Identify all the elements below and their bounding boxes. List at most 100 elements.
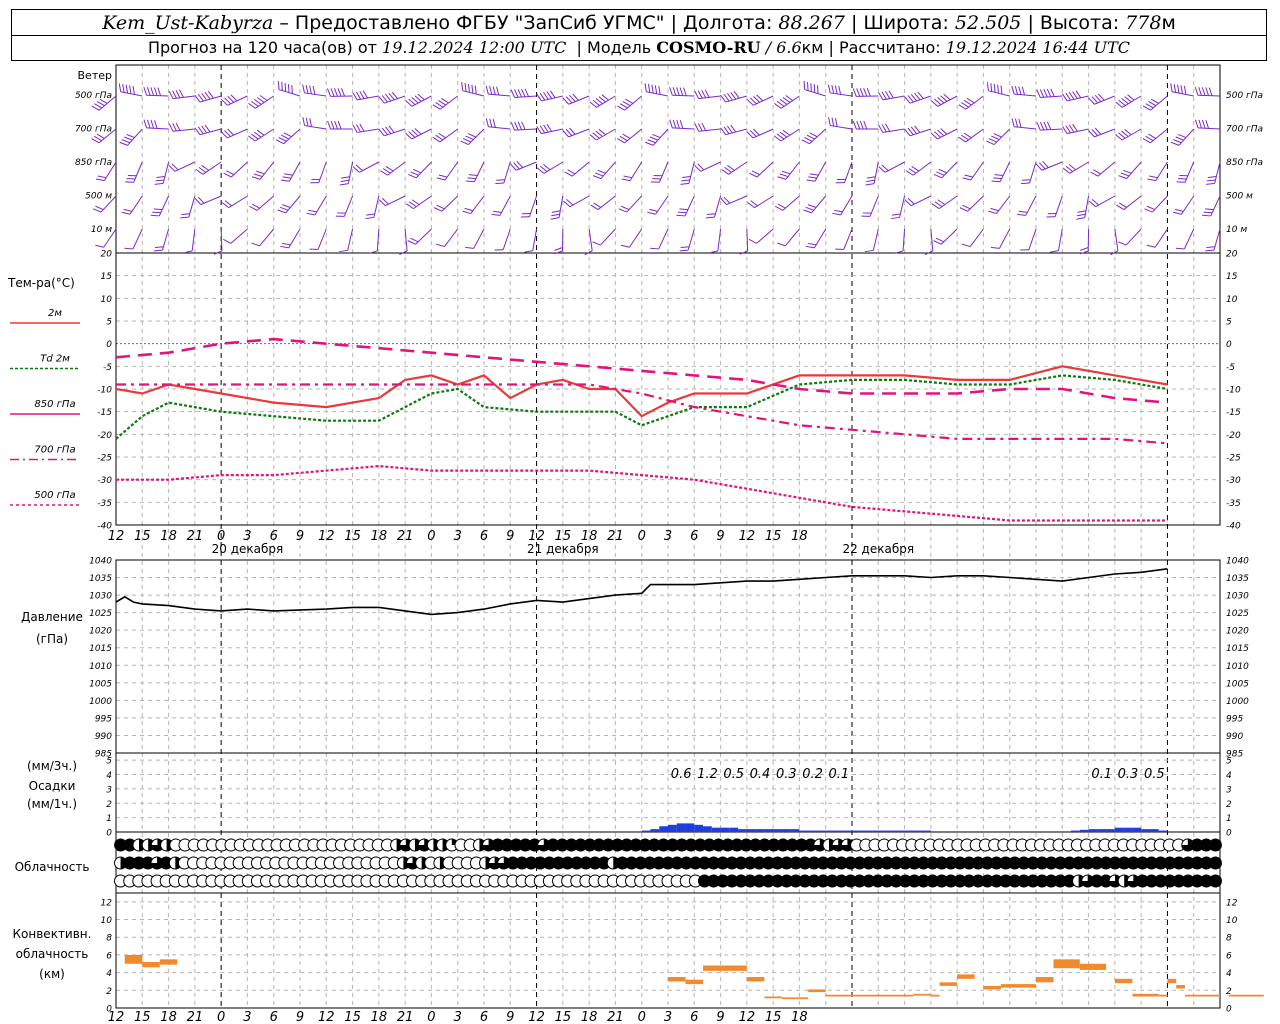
wind-barb-feather (1118, 175, 1127, 180)
wind-barb-feather (991, 135, 1000, 141)
wind-barb-feather (773, 102, 782, 109)
wind-barb-staff (1084, 195, 1090, 218)
wind-barb-staff (174, 161, 196, 172)
wind-level-label: 850 гПа (75, 158, 112, 168)
convective-bar (1167, 978, 1177, 984)
y-tick-label: 1040 (89, 557, 112, 567)
wind-barb-feather (650, 247, 659, 250)
temperature-lines (115, 337, 1168, 522)
wind-barb-feather (803, 81, 806, 90)
wind-barb-feather (723, 126, 730, 135)
hour-label: 0 (217, 1010, 225, 1024)
wind-barb-staff (938, 195, 958, 210)
convective-bar (930, 994, 940, 997)
wind-barb-staff (256, 195, 275, 211)
hour-label: 18 (371, 1010, 388, 1024)
y-tick-label: 10 (101, 295, 113, 305)
wind-barb-feather (489, 118, 493, 128)
wind-barb-feather (123, 208, 133, 212)
wind-barb-feather (806, 134, 815, 140)
wind-barb-feather (436, 243, 445, 248)
wind-barb-staff (528, 195, 538, 217)
precip-bar (703, 826, 712, 832)
wind-barb-staff (882, 95, 905, 101)
wind-barb-staff (343, 195, 354, 217)
y-tick-label: 1025 (89, 609, 112, 619)
wind-barb-staff (655, 195, 669, 215)
y-tick-label: 5 (106, 318, 112, 328)
wind-barb-feather (1077, 210, 1087, 213)
wind-barb-feather (1088, 130, 1095, 138)
wind-barb-staff (103, 161, 117, 181)
wind-barb-staff (1025, 195, 1037, 216)
wind-barb-feather (339, 249, 348, 253)
wind-barb-feather (620, 244, 630, 248)
hour-label: 15 (134, 529, 151, 544)
precip-bar (650, 829, 660, 832)
precip-bar (992, 831, 1001, 832)
wind-barb-feather (709, 250, 719, 254)
wind-barb-feather (251, 242, 260, 247)
wind-barb-feather (937, 129, 945, 137)
wind-barb-feather (213, 250, 223, 255)
wind-level-label: 500 м (85, 192, 112, 202)
precip-3h-total: 1.2 (697, 767, 718, 782)
wind-barb-feather (881, 164, 889, 172)
wind-barb-staff (1041, 161, 1063, 171)
hour-label: 15 (344, 529, 361, 544)
wind-barb-feather (436, 177, 446, 181)
temperature-series-2м (115, 365, 1168, 418)
hour-label: 0 (638, 529, 646, 544)
y-tick-label: -15 (97, 408, 112, 418)
precip-bar (764, 829, 774, 832)
wind-barb-feather (961, 102, 969, 108)
wind-barb-feather (779, 131, 788, 138)
wind-barb-feather (198, 166, 207, 173)
wind-barb-feather (147, 119, 151, 129)
wind-barb-feather (204, 92, 211, 100)
wind-barb-feather (777, 242, 786, 247)
forecast-header: Прогноз на 120 часа(ов) от 19.12.2024 12… (11, 35, 1267, 61)
wind-barb-feather (1091, 96, 1099, 104)
wind-barb-staff (596, 95, 616, 108)
y-tick-label: 4 (106, 771, 112, 781)
wind-barb-feather (546, 91, 553, 99)
wind-barb-feather (856, 88, 861, 97)
wind-barb-staff (698, 95, 721, 100)
wind-barb-feather (95, 244, 104, 248)
wind-barb-feather (153, 87, 158, 96)
wind-barb-feather (408, 173, 417, 179)
wind-barb-feather (408, 98, 416, 106)
hour-label: 18 (581, 1010, 598, 1024)
wind-barb-feather (467, 133, 477, 138)
wind-barb-feather (467, 177, 476, 180)
wind-barb-feather (179, 89, 184, 98)
wind-barb-staff (596, 128, 616, 141)
y-tick-label: -20 (97, 431, 112, 441)
wind-barb-staff (439, 95, 459, 110)
wind-barb-feather (598, 96, 606, 103)
wind-barb-feather (959, 207, 968, 212)
wind-barb-staff (1057, 228, 1063, 251)
wind-barb-staff (558, 195, 564, 218)
wind-barb-feather (1120, 172, 1130, 177)
wind-barb-feather (441, 97, 449, 104)
convective-bar (825, 994, 914, 997)
wind-barb-feather (595, 130, 603, 137)
wind-barb-feather (388, 92, 395, 101)
wind-barb-staff (969, 228, 984, 247)
y-tick-label: 1015 (89, 644, 112, 654)
y-tick-label: 4 (1226, 969, 1232, 979)
y-tick-label: 1010 (89, 662, 112, 672)
wind-barb-feather (1142, 138, 1151, 144)
wind-barb-feather (817, 85, 819, 94)
wind-barb-feather (683, 87, 687, 96)
wind-barb-feather (676, 119, 680, 129)
precip-3h-total: 0.3 (776, 767, 797, 782)
precip-3h-total: 0.1 (829, 767, 850, 782)
precip-bar (1114, 827, 1124, 832)
cloud-partial (1181, 839, 1194, 852)
wind-barb-feather (1146, 205, 1156, 210)
wind-barb-feather (776, 133, 785, 140)
